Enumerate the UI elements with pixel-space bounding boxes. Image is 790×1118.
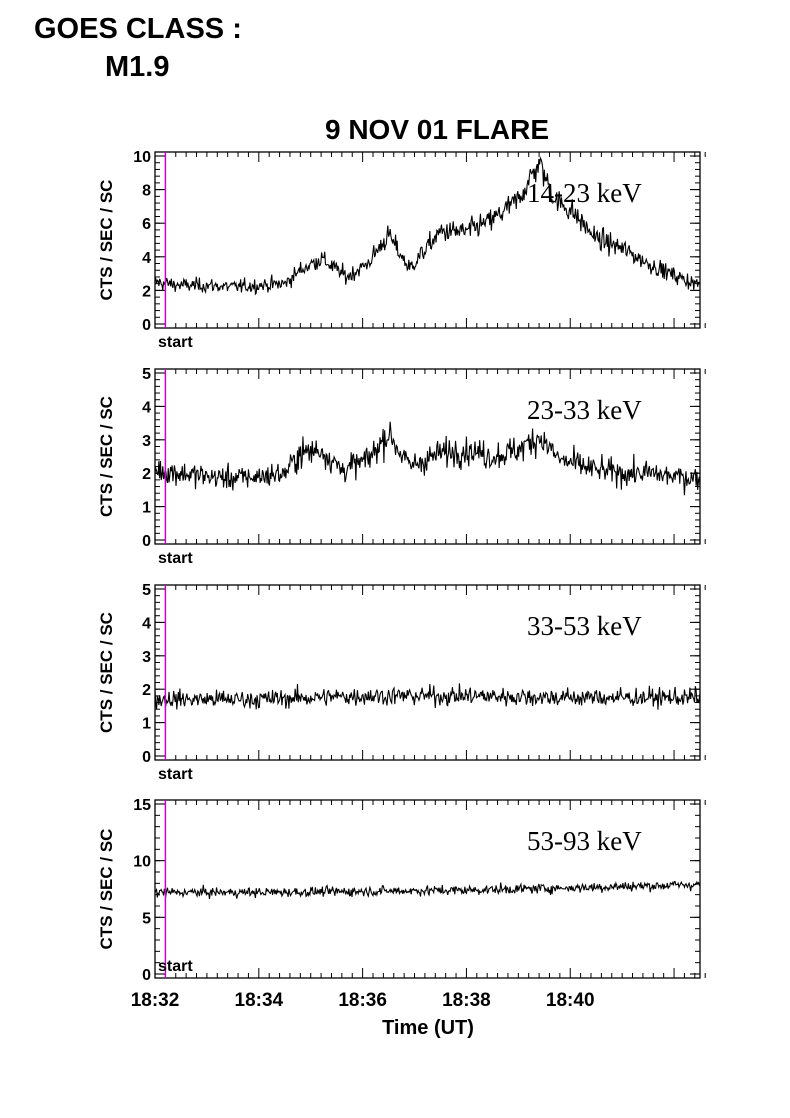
y-tick-label: 10 [133, 149, 151, 166]
x-tick-label: 18:38 [442, 990, 491, 1011]
y-tick-label: 5 [142, 910, 151, 927]
y-axis-label: CTS / SEC / SC [97, 396, 116, 517]
plot-frame [154, 368, 701, 545]
panel-2: 0 1 2 3 4 5 CTS / SEC / SC start 23-33 keV [97, 366, 706, 567]
panel-3: 0 1 2 3 4 5 CTS / SEC / SC start 33-53 keV [97, 582, 706, 783]
plot-frame [154, 151, 701, 329]
y-axis-label: CTS / SEC / SC [97, 180, 116, 301]
start-marker-label: start [158, 958, 193, 975]
y-tick-label: 8 [142, 183, 151, 200]
y-tick-label: 5 [142, 366, 151, 383]
x-tick-label: 18:32 [131, 990, 180, 1011]
y-tick-label: 5 [142, 582, 151, 599]
start-marker-label: start [158, 550, 193, 567]
chart-title: 9 NOV 01 FLARE [325, 114, 549, 145]
y-tick-label: 3 [142, 649, 151, 666]
x-tick-label: 18:36 [338, 990, 387, 1011]
panel-4: 0 5 10 15 CTS / SEC / SC start 53-93 keV [97, 797, 706, 984]
x-tick-label: 18:34 [235, 990, 284, 1011]
goes-class-label: GOES CLASS : [34, 13, 242, 45]
y-tick-label: 15 [133, 797, 151, 814]
y-tick-label: 4 [142, 399, 151, 416]
y-tick-label: 0 [142, 749, 151, 766]
y-tick-label: 2 [142, 466, 151, 483]
start-marker-label: start [158, 766, 193, 783]
energy-band-label: 14-23 keV [527, 178, 642, 208]
plot-frame [154, 799, 701, 979]
start-marker-label: start [158, 334, 193, 351]
y-tick-label: 3 [142, 433, 151, 450]
series-line [154, 156, 701, 296]
series-line [154, 880, 701, 900]
energy-band-label: 53-93 keV [527, 826, 642, 856]
y-tick-label: 2 [142, 682, 151, 699]
y-tick-label: 10 [133, 854, 151, 871]
y-tick-label: 6 [142, 216, 151, 233]
x-tick-label: 18:40 [546, 990, 595, 1011]
y-tick-label: 0 [142, 533, 151, 550]
x-axis-label: Time (UT) [382, 1017, 474, 1039]
y-tick-label: 4 [142, 615, 151, 632]
y-tick-label: 4 [142, 250, 151, 267]
y-tick-label: 0 [142, 967, 151, 984]
y-axis-label: CTS / SEC / SC [97, 612, 116, 733]
series-line [154, 421, 701, 496]
series-line [154, 683, 701, 710]
y-axis-label: CTS / SEC / SC [97, 829, 116, 950]
y-tick-label: 2 [142, 283, 151, 300]
goes-class-value: M1.9 [105, 51, 170, 83]
y-tick-label: 1 [142, 500, 151, 517]
plot-frame [154, 584, 701, 761]
y-tick-label: 1 [142, 716, 151, 733]
energy-band-label: 33-53 keV [527, 611, 642, 641]
panel-1: 0 2 4 6 8 10 CTS / SEC / SC start 14-23 keV [97, 149, 706, 351]
y-tick-label: 0 [142, 317, 151, 334]
energy-band-label: 23-33 keV [527, 395, 642, 425]
